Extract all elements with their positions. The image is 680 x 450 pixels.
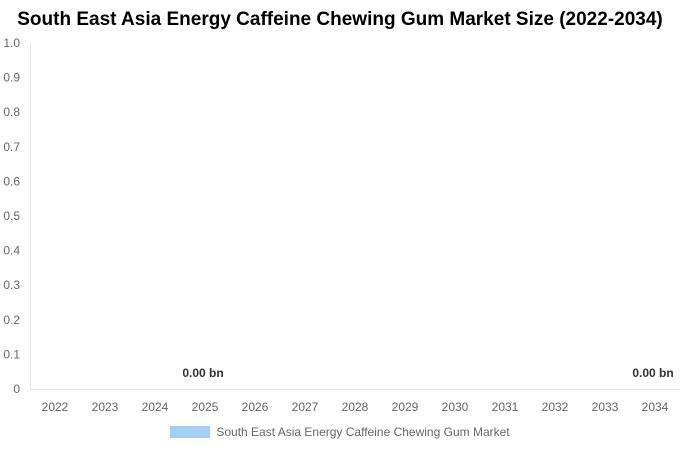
x-tick-label: 2022	[42, 400, 69, 414]
x-tick-label: 2029	[392, 400, 419, 414]
x-tick-label: 2027	[292, 400, 319, 414]
y-axis-ticks: 0 0.1 0.2 0.3 0.4 0.5 0.6 0.7 0.8 0.9 1.0	[3, 36, 20, 396]
x-axis-ticks: 2022 2023 2024 2025 2026 2027 2028 2029 2030 2031…	[42, 400, 669, 414]
x-tick-label: 2028	[342, 400, 369, 414]
y-tick-label: 0.9	[3, 71, 20, 85]
data-labels: 0.00 bn 0.00 bn	[182, 366, 673, 380]
x-tick-label: 2026	[242, 400, 269, 414]
legend-label: South East Asia Energy Caffeine Chewing …	[216, 425, 510, 439]
y-tick-label: 0	[13, 382, 20, 396]
chart-title: South East Asia Energy Caffeine Chewing …	[17, 9, 663, 30]
x-tick-label: 2034	[642, 400, 669, 414]
y-tick-label: 0.6	[3, 174, 20, 188]
y-tick-label: 0.7	[3, 140, 20, 154]
x-tick-label: 2023	[92, 400, 119, 414]
legend[interactable]: South East Asia Energy Caffeine Chewing …	[0, 425, 680, 439]
y-tick-label: 0.3	[3, 278, 20, 292]
legend-swatch	[170, 426, 211, 438]
x-tick-label: 2024	[142, 400, 169, 414]
x-tick-label: 2033	[592, 400, 619, 414]
x-tick-label: 2025	[192, 400, 219, 414]
x-tick-label: 2030	[442, 400, 469, 414]
data-label: 0.00 bn	[182, 366, 223, 380]
data-label: 0.00 bn	[632, 366, 673, 380]
y-tick-label: 0.4	[3, 244, 20, 258]
chart-plot: 0 0.1 0.2 0.3 0.4 0.5 0.6 0.7 0.8 0.9 1.0 2022 2023…	[3, 36, 680, 414]
x-tick-label: 2031	[492, 400, 519, 414]
y-tick-label: 0.8	[3, 105, 20, 119]
y-tick-label: 1.0	[3, 36, 20, 50]
x-tick-label: 2032	[542, 400, 569, 414]
y-tick-label: 0.5	[3, 209, 20, 223]
y-tick-label: 0.1	[3, 347, 20, 361]
y-tick-label: 0.2	[3, 313, 20, 327]
